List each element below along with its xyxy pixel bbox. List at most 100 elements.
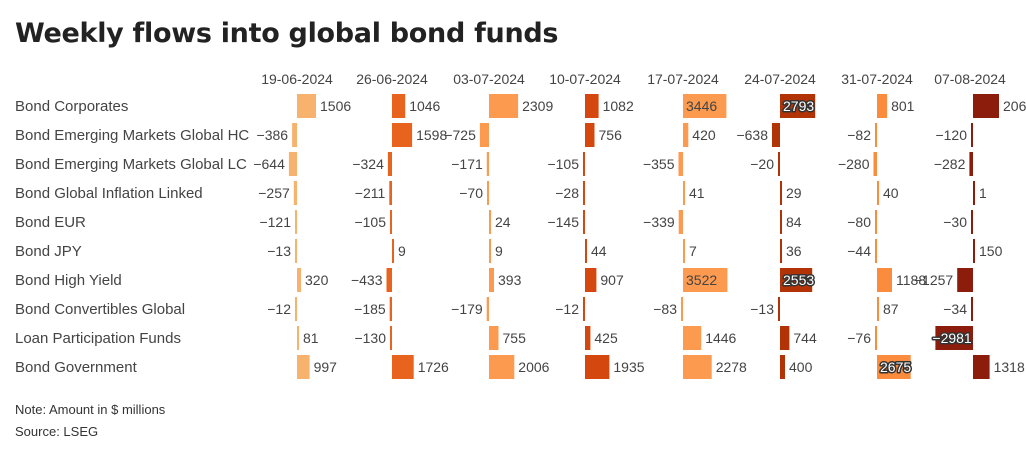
flow-bar: [877, 94, 888, 118]
value-label: 997: [314, 359, 338, 375]
value-label: −185: [354, 301, 386, 317]
value-label: 801: [891, 98, 915, 114]
flow-bar: [683, 181, 685, 205]
flow-bar: [971, 210, 973, 234]
flow-bar: [297, 268, 301, 292]
column-header: 10-07-2024: [549, 71, 621, 87]
value-label: 9: [495, 243, 503, 259]
flow-bar: [585, 94, 599, 118]
value-label: −179: [451, 301, 483, 317]
value-label: −20: [750, 156, 774, 172]
note-text: Note: Amount in $ millions: [15, 402, 166, 417]
value-label: 2793: [783, 98, 814, 114]
value-label: 2553: [783, 272, 814, 288]
value-label: 1935: [613, 359, 644, 375]
flow-bar: [683, 123, 689, 147]
value-label: 1082: [603, 98, 634, 114]
flow-bar: [681, 297, 683, 321]
value-label: −12: [555, 301, 579, 317]
column-header: 26-06-2024: [356, 71, 428, 87]
value-label: −44: [847, 243, 871, 259]
flow-bar: [935, 326, 973, 350]
flow-bar: [583, 152, 585, 176]
value-label: −280: [838, 156, 870, 172]
value-label: −13: [750, 301, 774, 317]
value-label: 150: [979, 243, 1003, 259]
flow-bar: [875, 326, 877, 350]
value-label: 425: [594, 330, 618, 346]
flow-bar: [487, 181, 489, 205]
value-label: −355: [643, 156, 675, 172]
flow-bar: [583, 181, 585, 205]
flow-bar: [683, 268, 728, 292]
flow-bar: [295, 297, 297, 321]
row-label: Bond EUR: [15, 214, 86, 231]
value-label: −433: [351, 272, 383, 288]
value-label: 2278: [716, 359, 747, 375]
flow-bar: [585, 355, 610, 379]
flow-bar: [392, 94, 406, 118]
value-label: −76: [847, 330, 871, 346]
value-label: 320: [305, 272, 329, 288]
value-label: −145: [547, 214, 579, 230]
value-label: 907: [600, 272, 624, 288]
flow-bar: [489, 355, 515, 379]
flow-bar: [778, 152, 780, 176]
flow-bar: [479, 123, 489, 147]
flow-bar: [486, 152, 489, 176]
value-label: −13: [267, 243, 291, 259]
flow-bar: [292, 123, 297, 147]
value-label: −638: [736, 127, 768, 143]
flow-bar: [297, 355, 310, 379]
flow-bar: [780, 326, 790, 350]
value-label: −725: [444, 127, 476, 143]
row-label: Bond Emerging Markets Global HC: [15, 127, 249, 144]
value-label: 81: [303, 330, 319, 346]
value-label: −105: [354, 214, 386, 230]
value-label: 7: [689, 243, 697, 259]
value-label: −339: [643, 214, 675, 230]
value-label: 87: [883, 301, 899, 317]
row-label: Bond Convertibles Global: [15, 301, 185, 318]
flow-bar: [973, 239, 975, 263]
flow-bar: [297, 94, 316, 118]
value-label: −70: [459, 185, 483, 201]
column-header: 31-07-2024: [841, 71, 913, 87]
value-label: 1318: [994, 359, 1025, 375]
flow-bar: [585, 326, 591, 350]
row-label: Bond JPY: [15, 243, 82, 260]
value-label: −80: [847, 214, 871, 230]
value-label: 755: [503, 330, 527, 346]
value-label: −83: [653, 301, 677, 317]
value-label: −34: [943, 301, 967, 317]
flow-bar: [392, 123, 413, 147]
flow-bar: [585, 268, 597, 292]
value-label: 1446: [705, 330, 736, 346]
flow-bar: [390, 210, 392, 234]
row-label: Bond Emerging Markets Global LC: [15, 156, 247, 173]
flow-bar: [389, 181, 392, 205]
flow-bar: [971, 297, 973, 321]
value-label: 400: [789, 359, 813, 375]
flow-bar: [973, 94, 999, 118]
value-label: 756: [599, 127, 623, 143]
column-header: 19-06-2024: [261, 71, 333, 87]
value-label: −257: [258, 185, 290, 201]
value-label: 393: [498, 272, 522, 288]
value-label: −121: [259, 214, 291, 230]
value-label: −12: [267, 301, 291, 317]
value-label: 1726: [418, 359, 449, 375]
value-label: −28: [555, 185, 579, 201]
value-label: −211: [355, 185, 386, 201]
value-label: 40: [883, 185, 899, 201]
value-label: −386: [257, 127, 289, 143]
value-label: −82: [847, 127, 871, 143]
row-label: Loan Participation Funds: [15, 330, 181, 347]
value-label: 420: [692, 127, 716, 143]
column-header: 17-07-2024: [647, 71, 719, 87]
flow-bar: [875, 239, 877, 263]
value-label: 3522: [686, 272, 717, 288]
flow-bar: [683, 94, 727, 118]
flow-bar: [293, 181, 297, 205]
flow-bar: [973, 181, 975, 205]
